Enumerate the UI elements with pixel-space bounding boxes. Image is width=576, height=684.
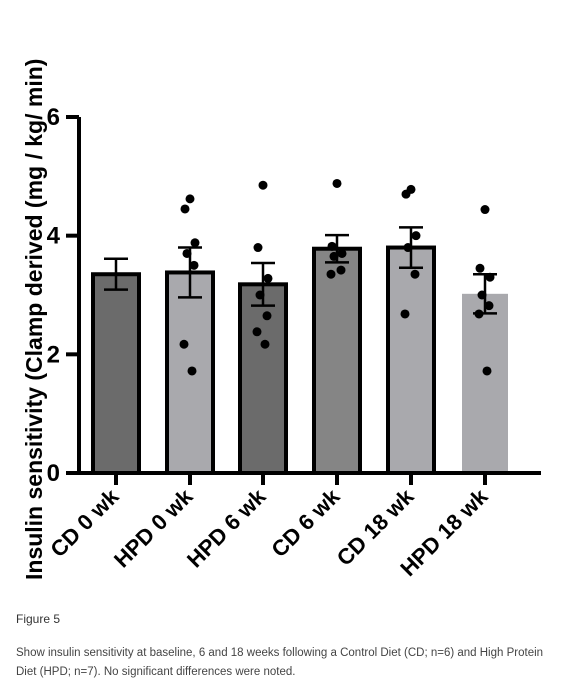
data-point [400,309,410,319]
data-point [187,366,197,376]
y-tick-label: 4 [47,223,61,250]
chart-marks [91,178,508,475]
data-point [189,260,199,270]
data-point [179,339,189,349]
data-point [327,241,337,251]
y-ticks: 0 2 4 6 [47,104,79,487]
data-point [258,180,268,190]
data-point [411,231,421,241]
data-point [336,265,346,275]
y-tick-label: 2 [47,341,60,368]
data-point [190,238,200,248]
data-point [337,248,347,258]
bar-6 [462,293,508,473]
data-point [329,251,339,261]
data-point [180,204,190,214]
data-point [262,311,272,321]
data-point [185,194,195,204]
figure-caption: Show insulin sensitivity at baseline, 6 … [16,647,544,678]
data-point [255,290,265,300]
error-bar-1 [104,257,128,291]
figure-label: Figure 5 [16,612,61,626]
bar-4 [312,246,362,475]
y-tick-label: 0 [47,460,60,487]
data-point [260,339,270,349]
data-point [474,309,484,319]
data-point [484,301,494,311]
data-point [263,273,273,283]
data-point [252,327,262,337]
data-point [477,290,487,300]
data-point [485,272,495,282]
data-point [182,248,192,258]
data-point [475,263,485,273]
y-axis-label: Insulin sensitivity (Clamp derived (mg /… [21,59,47,580]
x-tick-label: HPD 6 wk [182,483,271,572]
data-point [480,205,490,215]
data-point [403,243,413,253]
y-tick-label: 6 [47,104,60,131]
data-point [332,178,342,188]
data-point [253,243,263,253]
data-point [401,189,411,199]
bar-3 [238,282,288,475]
data-point [410,269,420,279]
bar-5 [386,245,436,475]
data-point [326,269,336,279]
x-tick-label: HPD 0 wk [109,483,198,572]
error-bar-3 [251,261,275,307]
data-point [482,366,492,376]
bar-1 [91,272,141,475]
